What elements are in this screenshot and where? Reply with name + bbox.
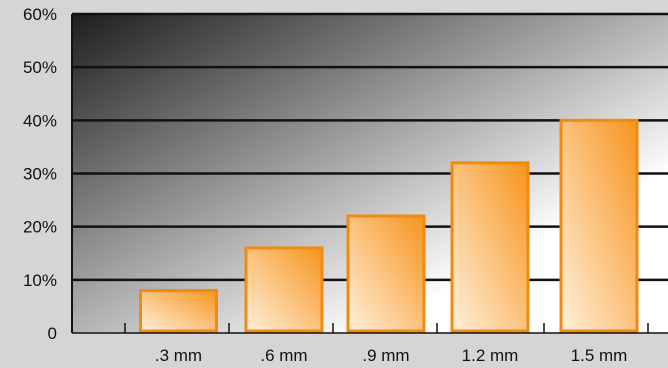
x-axis <box>71 14 668 334</box>
y-tick-label: 0 <box>48 324 57 343</box>
x-tick-label: .9 mm <box>362 346 409 365</box>
bar <box>139 288 218 333</box>
bar <box>346 214 426 333</box>
bars <box>139 118 639 333</box>
bar <box>450 161 530 333</box>
bar <box>559 118 639 333</box>
y-tick-label: 20% <box>23 218 57 237</box>
y-tick-label: 10% <box>23 271 57 290</box>
y-tick-label: 50% <box>23 58 57 77</box>
x-axis-tick-labels: .3 mm .6 mm .9 mm 1.2 mm 1.5 mm <box>155 346 627 365</box>
y-axis-tick-labels: 0 10% 20% 30% 40% 50% 60% <box>23 5 57 343</box>
x-tick-label: 1.5 mm <box>571 346 628 365</box>
y-tick-label: 30% <box>23 165 57 184</box>
x-tick-label: .3 mm <box>155 346 202 365</box>
x-tick-label: 1.2 mm <box>462 346 519 365</box>
x-tick-label: .6 mm <box>260 346 307 365</box>
bar <box>244 246 324 333</box>
y-tick-label: 40% <box>23 111 57 130</box>
y-tick-label: 60% <box>23 5 57 24</box>
